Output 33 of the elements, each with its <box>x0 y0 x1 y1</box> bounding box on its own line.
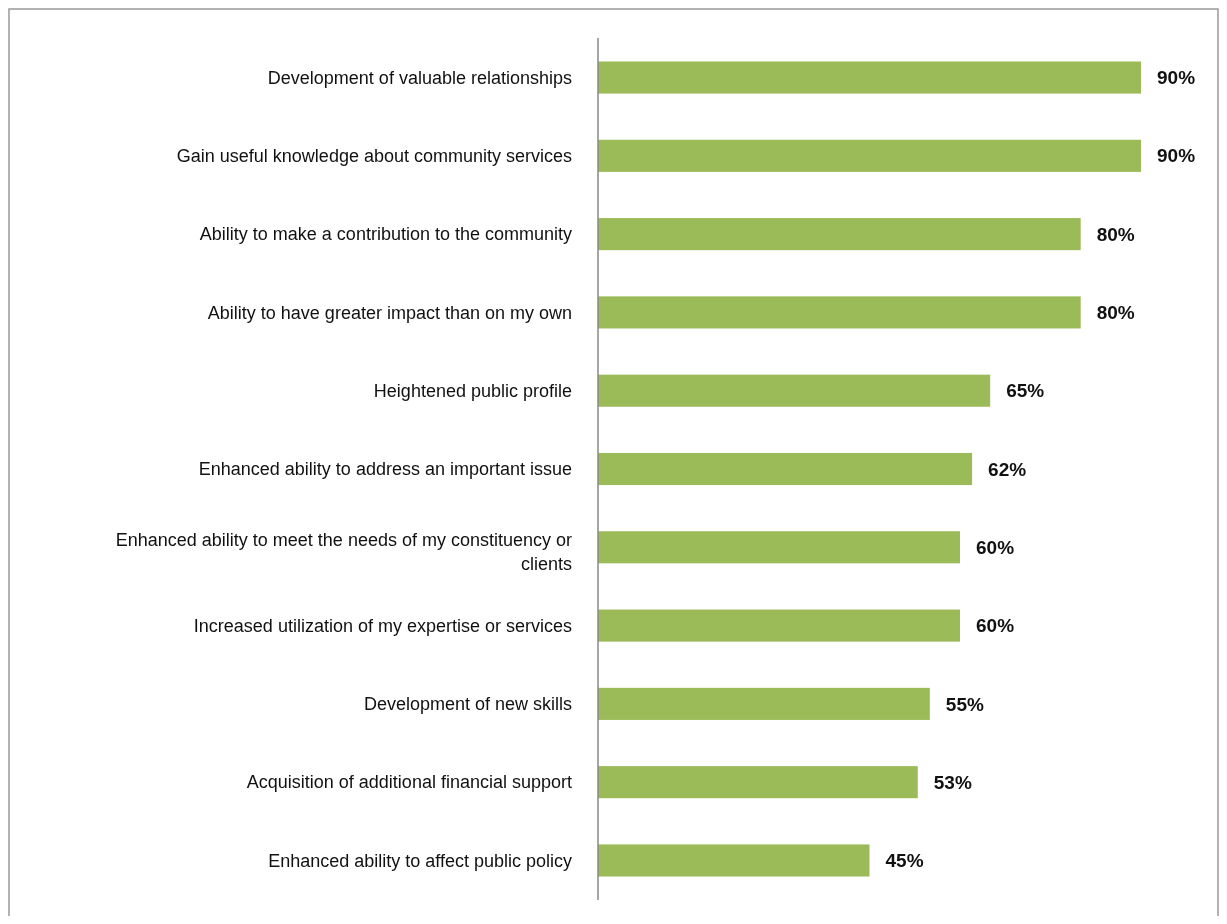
bar <box>598 374 991 407</box>
data-label: 90% <box>1157 67 1196 89</box>
bar <box>598 139 1141 172</box>
bar <box>598 61 1141 94</box>
bar <box>598 296 1081 329</box>
bar <box>598 452 973 486</box>
data-label: 80% <box>1096 223 1135 245</box>
y-tick-label: Gain useful knowledge about community services <box>176 146 572 167</box>
bar <box>598 609 960 642</box>
y-tick-label: Heightened public profile <box>373 381 572 402</box>
y-tick-label: Development of new skills <box>363 694 572 715</box>
bar <box>598 218 1081 251</box>
y-tick-label: Enhanced ability to affect public policy <box>268 850 572 871</box>
data-label: 45% <box>885 850 924 872</box>
data-label: 53% <box>933 771 972 793</box>
y-tick-label: Ability to make a contribution to the community <box>199 224 572 245</box>
bar <box>598 531 960 564</box>
data-label: 55% <box>945 693 984 715</box>
data-label: 62% <box>988 458 1027 480</box>
data-label: 90% <box>1157 145 1196 167</box>
data-label: 60% <box>976 615 1015 637</box>
y-tick-label: Acquisition of additional financial support <box>246 772 572 793</box>
y-tick-label: Increased utilization of my expertise or services <box>193 615 572 636</box>
data-label: 65% <box>1006 380 1045 402</box>
y-tick-label: Ability to have greater impact than on my own <box>207 302 572 323</box>
bar <box>598 844 870 877</box>
bar <box>598 766 918 799</box>
y-tick-label: Enhanced ability to address an important issue <box>198 459 572 480</box>
data-label: 80% <box>1096 302 1135 324</box>
y-tick-label: Enhanced ability to meet the needs of my constituency or clients <box>115 529 572 574</box>
data-label: 60% <box>976 536 1015 558</box>
y-tick-label: Development of valuable relationships <box>267 67 572 88</box>
bar <box>598 687 930 720</box>
